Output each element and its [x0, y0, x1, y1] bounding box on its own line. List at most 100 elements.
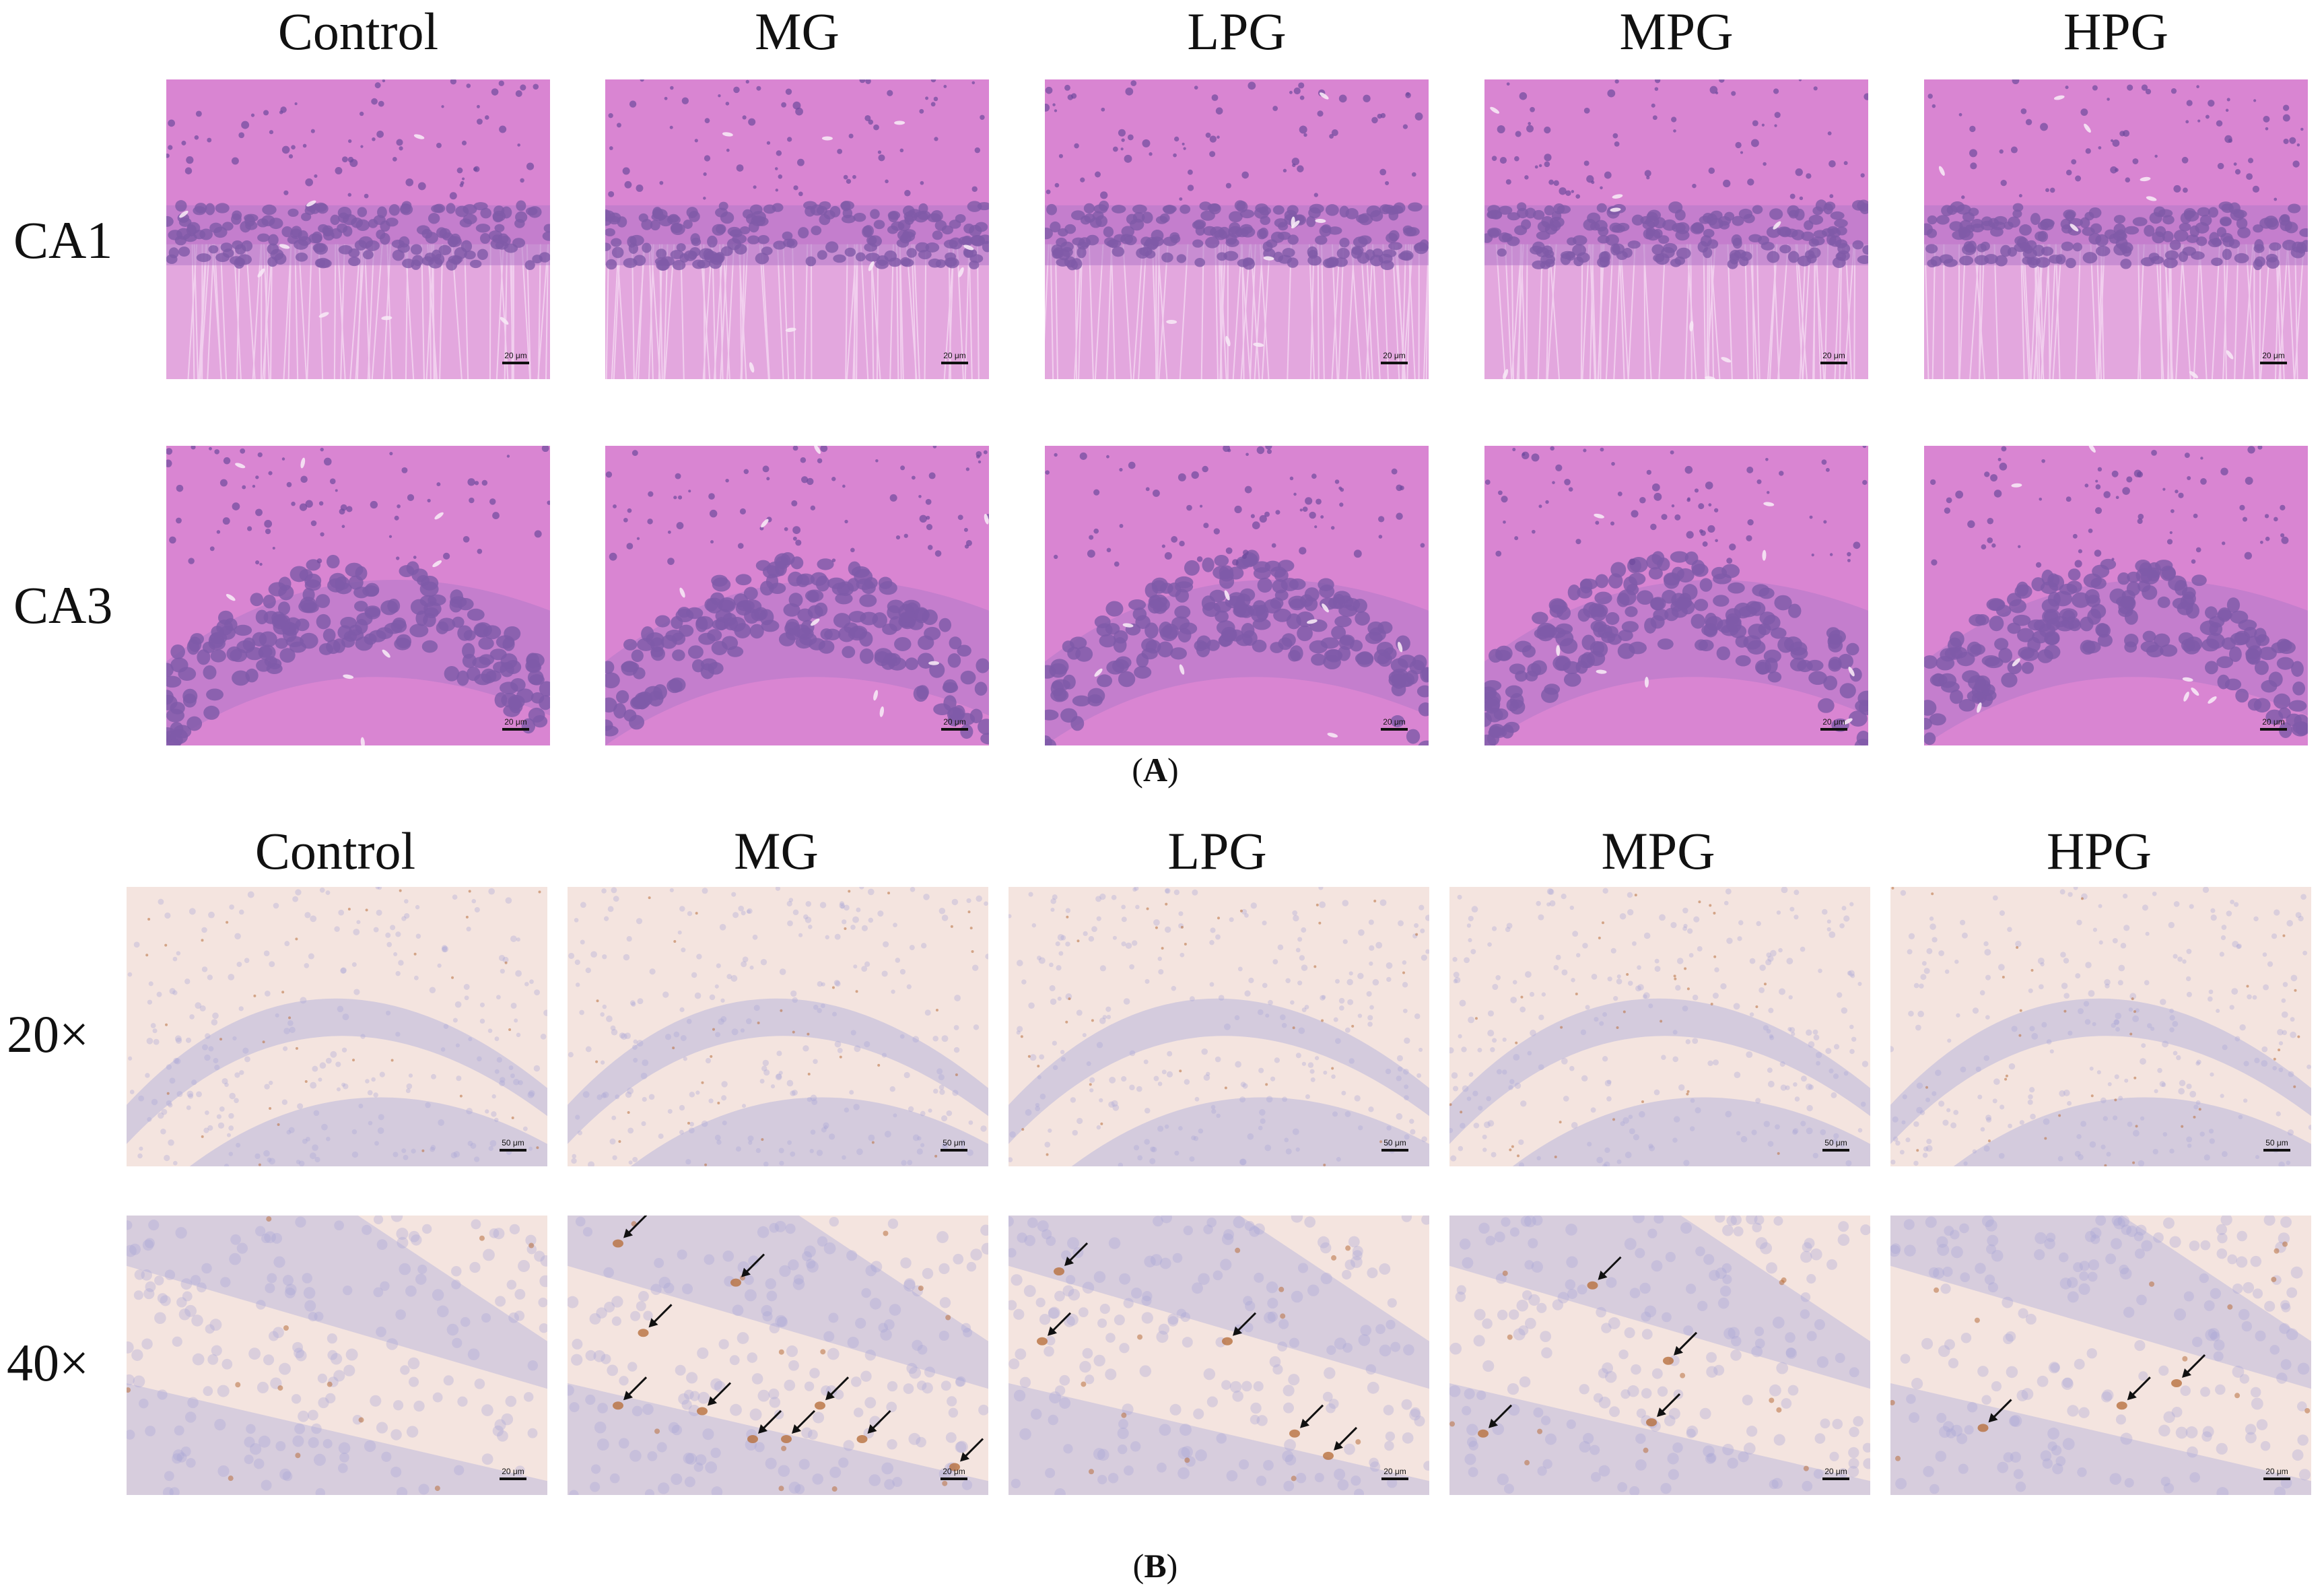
arrow-marker — [623, 1376, 648, 1401]
he-micrograph: 20 μm — [1484, 79, 1868, 379]
scale-bar-line — [1381, 728, 1408, 731]
scale-bar: 20 μm — [1378, 1467, 1412, 1480]
ihc-micrograph: 20 μm — [1890, 1216, 2311, 1495]
scale-bar-line — [1381, 1477, 1408, 1480]
scale-bar: 20 μm — [499, 717, 533, 731]
scale-bar-label: 20 μm — [1822, 717, 1845, 727]
arrow-marker — [1657, 1393, 1681, 1418]
panel-b-tag: (B) — [1132, 1547, 1178, 1585]
arrow-marker — [1988, 1399, 2012, 1423]
scale-bar-line — [941, 362, 968, 364]
arrow-marker — [792, 1409, 816, 1434]
he-micrograph: 20 μm — [605, 446, 989, 745]
scale-bar-line — [1381, 1149, 1408, 1152]
arrow-marker — [2182, 1354, 2206, 1378]
panel-a-column-label: HPG — [2063, 2, 2169, 61]
he-micrograph: 20 μm — [1045, 446, 1429, 745]
scale-bar-line — [1820, 362, 1847, 364]
scale-bar: 20 μm — [1817, 351, 1851, 364]
panel-a-letter: A — [1142, 751, 1168, 789]
scale-bar-label: 20 μm — [943, 717, 966, 727]
arrow-marker — [960, 1438, 984, 1462]
scale-bar-label: 50 μm — [2265, 1138, 2288, 1148]
panel-a-column-label: MPG — [1619, 2, 1734, 61]
scale-bar: 20 μm — [499, 351, 533, 364]
he-micrograph: 20 μm — [166, 79, 550, 379]
scale-bar-label: 50 μm — [1824, 1138, 1847, 1148]
ihc-micrograph: 50 μm — [1449, 887, 1870, 1166]
arrow-marker — [867, 1409, 891, 1434]
panel-b-letter: B — [1144, 1547, 1167, 1585]
ihc-micrograph: 50 μm — [1009, 887, 1429, 1166]
scale-bar: 50 μm — [1819, 1138, 1853, 1152]
scale-bar-line — [2260, 728, 2287, 731]
arrow-marker — [1048, 1312, 1072, 1336]
panel-b-column-label: Control — [254, 822, 416, 880]
scale-bar: 20 μm — [937, 1467, 971, 1480]
scale-bar-line — [941, 1477, 967, 1480]
panel-a-column-label: LPG — [1187, 2, 1287, 61]
scale-bar-label: 50 μm — [1383, 1138, 1406, 1148]
scale-bar: 20 μm — [2260, 1467, 2294, 1480]
scale-bar-label: 20 μm — [1824, 1467, 1847, 1476]
scale-bar-line — [2263, 1149, 2290, 1152]
panel-b-column-label: MPG — [1601, 822, 1715, 880]
scale-bar-label: 20 μm — [2265, 1467, 2288, 1476]
scale-bar: 20 μm — [1377, 717, 1411, 731]
panel-b-column-label: MG — [734, 822, 819, 880]
ihc-micrograph: 50 μm — [127, 887, 547, 1166]
scale-bar-line — [1822, 1477, 1849, 1480]
ihc-micrograph: 20 μm — [1009, 1216, 1429, 1495]
ihc-micrograph: 50 μm — [1890, 887, 2311, 1166]
arrow-marker — [1489, 1404, 1513, 1428]
he-micrograph: 20 μm — [1484, 446, 1868, 745]
arrow-marker — [825, 1376, 850, 1401]
he-micrograph: 20 μm — [1924, 446, 2308, 745]
panel-b-row-label: 20× — [7, 1005, 89, 1063]
scale-bar-line — [941, 1149, 967, 1152]
panel-a-column-label: Control — [277, 2, 439, 61]
panel-b-column-label: HPG — [2046, 822, 2152, 880]
scale-bar-label: 20 μm — [943, 1467, 965, 1476]
arrow-marker — [2127, 1376, 2151, 1401]
he-micrograph: 20 μm — [166, 446, 550, 745]
scale-bar: 20 μm — [938, 717, 971, 731]
scale-bar-line — [941, 728, 968, 731]
panel-b-row-label: 40× — [7, 1333, 89, 1392]
scale-bar-label: 20 μm — [504, 351, 527, 360]
ihc-micrograph: 20 μm — [127, 1216, 547, 1495]
he-micrograph: 20 μm — [1045, 79, 1429, 379]
scale-bar-label: 20 μm — [504, 717, 527, 727]
arrow-marker — [648, 1304, 673, 1328]
arrow-marker — [1334, 1426, 1358, 1451]
panel-a-tag: (A) — [1132, 751, 1179, 789]
arrow-marker — [758, 1409, 782, 1434]
scale-bar: 20 μm — [2257, 351, 2290, 364]
scale-bar: 50 μm — [1378, 1138, 1412, 1152]
scale-bar-label: 20 μm — [943, 351, 966, 360]
scale-bar: 20 μm — [1819, 1467, 1853, 1480]
ihc-micrograph: 20 μm — [568, 1216, 988, 1495]
scale-bar: 20 μm — [938, 351, 971, 364]
scale-bar-label: 50 μm — [943, 1138, 965, 1148]
arrow-marker — [1233, 1312, 1257, 1336]
panel-a-column-label: MG — [755, 2, 840, 61]
ihc-micrograph: 50 μm — [568, 887, 988, 1166]
scale-bar-line — [502, 728, 529, 731]
he-micrograph: 20 μm — [605, 79, 989, 379]
scale-bar-label: 20 μm — [502, 1467, 524, 1476]
scale-bar: 20 μm — [496, 1467, 530, 1480]
panel-b-column-label: LPG — [1167, 822, 1267, 880]
arrow-marker — [1674, 1331, 1698, 1356]
ihc-micrograph: 20 μm — [1449, 1216, 1870, 1495]
scale-bar-line — [500, 1477, 526, 1480]
arrow-marker — [1598, 1256, 1622, 1280]
panel-a-row-label: CA3 — [13, 576, 113, 634]
scale-bar-label: 20 μm — [2262, 717, 2285, 727]
scale-bar: 20 μm — [2257, 717, 2290, 731]
scale-bar-line — [2260, 362, 2287, 364]
arrow-marker — [708, 1382, 732, 1406]
scale-bar-label: 50 μm — [502, 1138, 524, 1148]
arrow-marker — [741, 1253, 765, 1277]
arrow-marker — [623, 1216, 648, 1238]
